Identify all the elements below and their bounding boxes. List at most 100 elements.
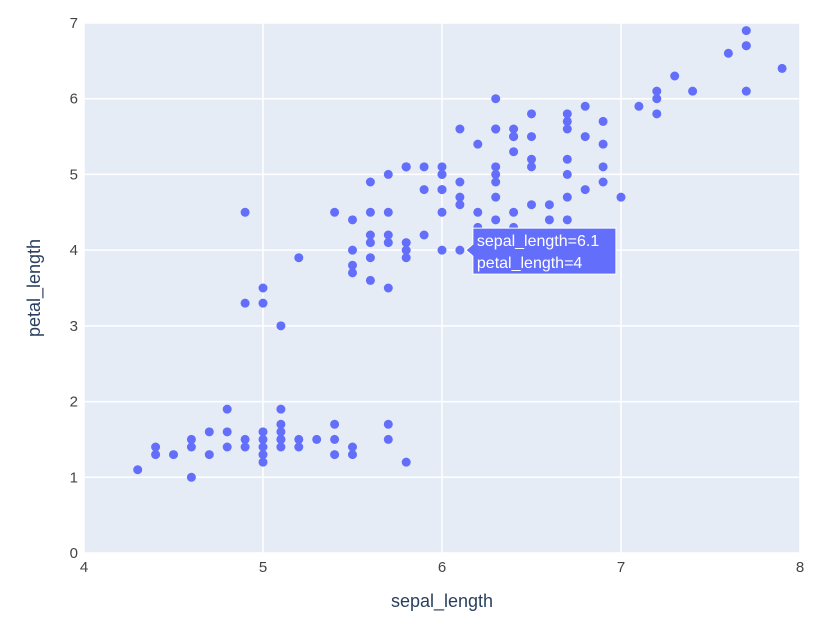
data-point[interactable] [652, 94, 662, 104]
data-point[interactable] [562, 215, 572, 225]
data-point[interactable] [383, 169, 393, 179]
data-point[interactable] [330, 207, 340, 217]
data-point[interactable] [348, 268, 357, 278]
data-point[interactable] [509, 147, 519, 157]
data-point[interactable] [401, 457, 411, 467]
data-point[interactable] [365, 177, 375, 187]
data-point[interactable] [222, 442, 232, 452]
data-point[interactable] [509, 124, 519, 134]
data-point[interactable] [151, 442, 161, 452]
data-point[interactable] [777, 63, 787, 73]
data-point[interactable] [258, 442, 268, 452]
data-point[interactable] [133, 465, 143, 475]
data-point[interactable] [240, 298, 250, 308]
data-point[interactable] [455, 192, 465, 202]
data-point[interactable] [348, 442, 357, 452]
data-point[interactable] [741, 41, 751, 51]
data-point[interactable] [348, 260, 357, 270]
data-point[interactable] [527, 200, 536, 210]
data-point[interactable] [652, 109, 662, 119]
data-point[interactable] [527, 154, 536, 164]
data-point[interactable] [527, 109, 536, 119]
data-point[interactable] [276, 442, 286, 452]
data-point[interactable] [365, 230, 375, 240]
data-point[interactable] [348, 245, 357, 255]
data-point[interactable] [598, 116, 608, 126]
data-point[interactable] [276, 419, 286, 429]
data-point[interactable] [330, 450, 340, 460]
data-point[interactable] [240, 434, 250, 444]
data-point[interactable] [276, 321, 286, 331]
data-point[interactable] [258, 427, 268, 437]
data-point[interactable] [580, 132, 590, 142]
data-point[interactable] [383, 434, 393, 444]
data-point[interactable] [294, 442, 304, 452]
data-point[interactable] [312, 434, 322, 444]
data-point[interactable] [562, 169, 572, 179]
data-point[interactable] [437, 169, 447, 179]
data-point[interactable] [741, 86, 751, 96]
data-point[interactable] [383, 283, 393, 293]
data-point[interactable] [562, 109, 572, 119]
data-point[interactable] [204, 427, 214, 437]
data-point[interactable] [562, 154, 572, 164]
data-point[interactable] [383, 207, 393, 217]
data-point[interactable] [348, 450, 357, 460]
data-point[interactable] [491, 162, 501, 172]
data-points[interactable] [133, 26, 787, 482]
data-point[interactable] [723, 48, 733, 58]
data-point[interactable] [580, 185, 590, 195]
data-point[interactable] [509, 132, 519, 142]
data-point[interactable] [473, 139, 483, 149]
data-point[interactable] [383, 230, 393, 240]
data-point[interactable] [294, 434, 304, 444]
data-point[interactable] [509, 207, 519, 217]
data-point[interactable] [258, 450, 268, 460]
data-point[interactable] [276, 434, 286, 444]
data-point[interactable] [562, 116, 572, 126]
data-point[interactable] [527, 162, 536, 172]
data-point[interactable] [455, 124, 465, 134]
data-point[interactable] [330, 434, 340, 444]
data-point[interactable] [598, 162, 608, 172]
data-point[interactable] [544, 200, 554, 210]
data-point[interactable] [598, 177, 608, 187]
data-point[interactable] [151, 450, 161, 460]
data-point[interactable] [365, 238, 375, 248]
data-point[interactable] [240, 442, 250, 452]
data-point[interactable] [527, 132, 536, 142]
data-point[interactable] [401, 238, 411, 248]
data-point[interactable] [473, 207, 483, 217]
data-point[interactable] [222, 404, 232, 414]
data-point[interactable] [348, 215, 357, 225]
data-point[interactable] [401, 253, 411, 263]
data-point[interactable] [186, 442, 196, 452]
data-point[interactable] [562, 192, 572, 202]
data-point[interactable] [437, 162, 447, 172]
data-point[interactable] [419, 162, 429, 172]
data-point[interactable] [419, 185, 429, 195]
data-point[interactable] [240, 207, 250, 217]
data-point[interactable] [383, 238, 393, 248]
data-point[interactable] [634, 101, 644, 111]
data-point[interactable] [401, 162, 411, 172]
data-point[interactable] [419, 230, 429, 240]
data-point[interactable] [741, 26, 751, 36]
data-point[interactable] [276, 404, 286, 414]
data-point[interactable] [258, 298, 268, 308]
data-point[interactable] [365, 253, 375, 263]
data-point[interactable] [652, 86, 662, 96]
data-point[interactable] [455, 245, 465, 255]
data-point[interactable] [491, 169, 501, 179]
data-point[interactable] [598, 139, 608, 149]
data-point[interactable] [401, 245, 411, 255]
data-point[interactable] [616, 192, 626, 202]
data-point[interactable] [186, 434, 196, 444]
data-point[interactable] [580, 101, 590, 111]
data-point[interactable] [491, 124, 501, 134]
data-point[interactable] [204, 450, 214, 460]
data-point[interactable] [670, 71, 680, 81]
data-point[interactable] [258, 283, 268, 293]
data-point[interactable] [330, 419, 340, 429]
data-point[interactable] [258, 457, 268, 467]
